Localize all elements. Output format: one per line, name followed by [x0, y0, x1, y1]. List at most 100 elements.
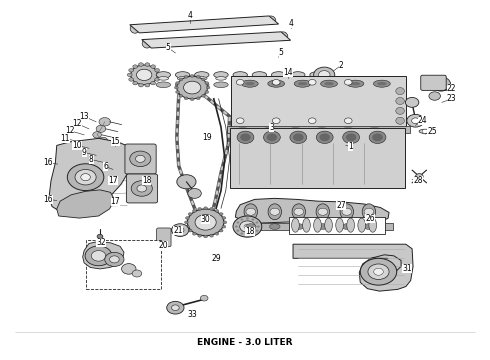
Circle shape [344, 80, 352, 85]
Circle shape [136, 155, 145, 162]
Circle shape [155, 78, 160, 81]
Ellipse shape [177, 77, 188, 80]
Circle shape [241, 233, 244, 235]
Circle shape [215, 210, 219, 212]
Circle shape [318, 208, 328, 215]
Ellipse shape [233, 72, 247, 78]
Ellipse shape [294, 224, 304, 229]
Circle shape [137, 185, 147, 192]
Circle shape [185, 225, 189, 228]
Circle shape [205, 82, 209, 85]
Circle shape [130, 151, 151, 167]
Text: 17: 17 [111, 197, 120, 206]
Ellipse shape [358, 218, 366, 232]
Circle shape [129, 78, 134, 81]
Ellipse shape [303, 218, 310, 232]
Circle shape [318, 71, 330, 79]
Ellipse shape [142, 40, 151, 48]
Ellipse shape [314, 128, 329, 132]
Ellipse shape [156, 82, 171, 87]
Polygon shape [235, 198, 389, 225]
Circle shape [133, 81, 138, 85]
Ellipse shape [347, 218, 354, 232]
Circle shape [407, 114, 424, 127]
Circle shape [185, 221, 188, 224]
Polygon shape [49, 138, 132, 215]
Circle shape [342, 208, 352, 215]
Circle shape [416, 174, 423, 179]
Circle shape [175, 91, 179, 94]
Text: 23: 23 [447, 94, 456, 103]
Bar [239, 223, 393, 230]
Text: 1: 1 [348, 142, 353, 151]
Circle shape [294, 208, 304, 215]
Circle shape [206, 86, 210, 89]
Text: 11: 11 [60, 134, 70, 143]
Circle shape [188, 229, 192, 232]
Circle shape [210, 207, 214, 210]
Text: 6: 6 [103, 162, 108, 171]
Circle shape [257, 225, 260, 228]
Circle shape [314, 67, 335, 83]
Circle shape [175, 82, 179, 85]
Ellipse shape [351, 82, 360, 85]
Text: 2: 2 [339, 61, 343, 70]
Circle shape [185, 217, 189, 219]
Text: 30: 30 [201, 215, 211, 224]
Ellipse shape [362, 204, 376, 220]
Circle shape [177, 76, 208, 99]
Circle shape [193, 210, 196, 212]
Circle shape [360, 258, 397, 285]
Circle shape [179, 78, 183, 81]
Circle shape [368, 264, 389, 279]
Ellipse shape [271, 82, 281, 85]
Circle shape [105, 252, 124, 266]
Circle shape [219, 229, 223, 232]
Ellipse shape [377, 82, 387, 85]
Circle shape [177, 175, 196, 189]
Ellipse shape [252, 82, 267, 87]
Text: 9: 9 [82, 148, 87, 157]
Circle shape [251, 233, 254, 235]
Ellipse shape [292, 218, 299, 232]
Text: 28: 28 [413, 176, 422, 185]
Bar [231, 76, 406, 127]
Ellipse shape [242, 80, 258, 87]
Circle shape [412, 118, 419, 123]
Ellipse shape [347, 80, 364, 87]
Text: 13: 13 [79, 112, 89, 121]
Circle shape [233, 216, 262, 237]
Circle shape [196, 75, 200, 78]
Ellipse shape [195, 72, 209, 78]
Ellipse shape [271, 72, 286, 78]
Ellipse shape [156, 72, 171, 78]
Circle shape [139, 84, 144, 87]
Circle shape [201, 94, 205, 97]
Ellipse shape [196, 77, 207, 80]
Polygon shape [293, 244, 413, 291]
Circle shape [236, 230, 239, 232]
Circle shape [246, 217, 249, 220]
Circle shape [236, 118, 244, 123]
Circle shape [374, 268, 383, 275]
Ellipse shape [293, 134, 304, 141]
Ellipse shape [130, 25, 139, 33]
Circle shape [67, 164, 104, 190]
Bar [289, 217, 385, 234]
Ellipse shape [298, 82, 307, 85]
Polygon shape [130, 16, 279, 33]
Circle shape [236, 80, 244, 85]
Circle shape [187, 209, 224, 236]
Text: 18: 18 [245, 227, 254, 236]
Circle shape [133, 65, 138, 68]
Text: 14: 14 [283, 68, 293, 77]
Circle shape [205, 91, 209, 94]
Ellipse shape [369, 218, 377, 232]
Circle shape [436, 81, 446, 87]
Circle shape [198, 207, 201, 210]
Ellipse shape [254, 77, 265, 80]
Circle shape [429, 92, 441, 100]
Text: 5: 5 [279, 49, 283, 58]
Text: 10: 10 [72, 141, 82, 150]
Ellipse shape [364, 224, 374, 229]
